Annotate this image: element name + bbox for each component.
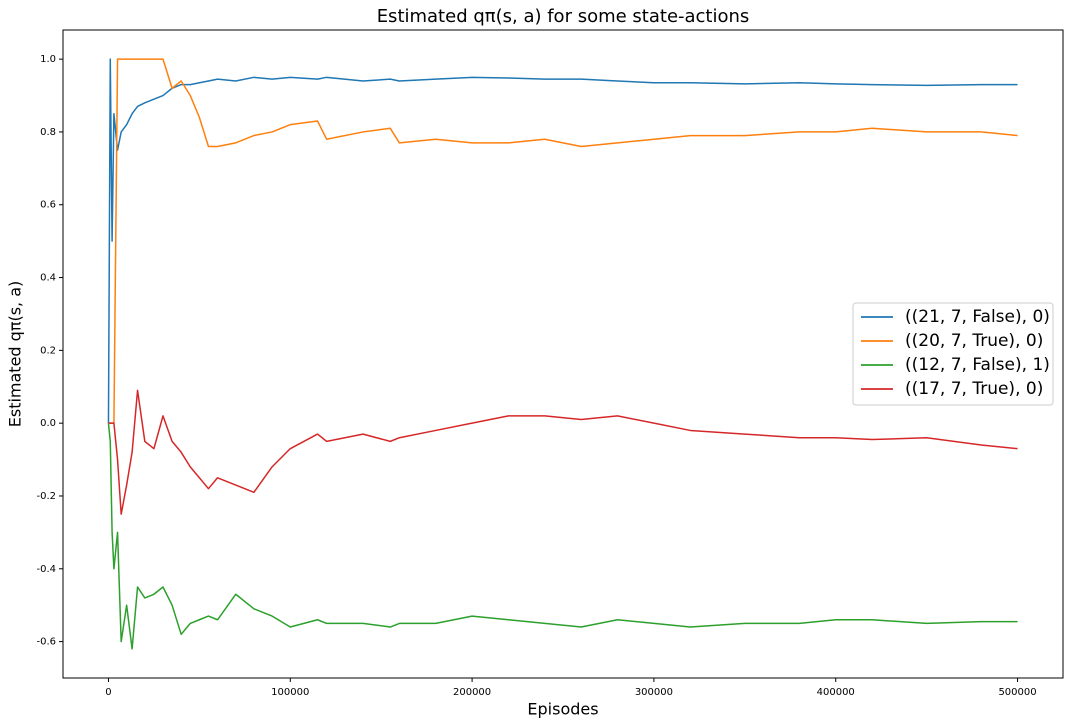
series-line <box>107 423 1018 650</box>
y-tick-label: -0.6 <box>36 637 56 648</box>
series-line <box>108 389 1018 515</box>
y-tick-label: 0.2 <box>40 345 56 356</box>
legend-label: ((12, 7, False), 1) <box>905 355 1050 375</box>
x-tick-label: 200000 <box>453 687 491 698</box>
x-tick-label: 100000 <box>271 687 309 698</box>
x-tick-label: 300000 <box>635 687 673 698</box>
legend-label: ((21, 7, False), 0) <box>905 307 1050 327</box>
series-line <box>107 58 1018 424</box>
chart-title: Estimated qπ(s, a) for some state-action… <box>377 6 750 27</box>
y-tick-label: -0.4 <box>36 564 56 575</box>
plot-frame <box>62 29 1064 679</box>
y-tick-label: 0.0 <box>40 418 56 429</box>
y-tick-label: 1.0 <box>40 54 56 65</box>
x-tick-label: 400000 <box>817 687 855 698</box>
legend-label: ((17, 7, True), 0) <box>905 379 1043 399</box>
y-tick-label: -0.2 <box>36 491 56 502</box>
y-axis-label: Estimated qπ(s, a) <box>6 281 25 428</box>
y-tick-label: 0.8 <box>40 127 56 138</box>
legend-label: ((20, 7, True), 0) <box>905 331 1043 351</box>
y-tick-label: 0.4 <box>40 273 56 284</box>
legend-box <box>852 302 1054 406</box>
y-tick-label: 0.6 <box>40 200 56 211</box>
legend: ((21, 7, False), 0) ((20, 7, True), 0) ((1… <box>852 302 1054 406</box>
x-axis-label: Episodes <box>527 700 598 719</box>
x-tick-label: 0 <box>105 687 111 698</box>
series-line <box>108 58 1018 424</box>
x-tick-label: 500000 <box>998 687 1036 698</box>
